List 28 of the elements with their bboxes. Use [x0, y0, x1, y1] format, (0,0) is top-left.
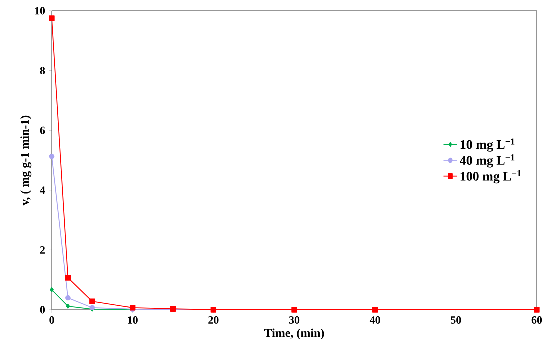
- x-tick-label: 40: [370, 316, 380, 324]
- x-tick-label: 50: [451, 316, 462, 324]
- x-tick-label: 0: [50, 316, 54, 324]
- point: [372, 307, 378, 313]
- y-tick-label: 2: [40, 246, 45, 254]
- point: [292, 307, 298, 313]
- x-tick-label: 30: [289, 316, 300, 324]
- point: [49, 154, 55, 160]
- point: [90, 298, 96, 304]
- legend-label: 40 mg L$^{−1}$: [460, 154, 515, 168]
- x-tick-label: 10: [128, 316, 138, 324]
- y-tick-label: 6: [40, 126, 46, 134]
- y-tick-label: 8: [40, 67, 46, 75]
- legend-label: 10 mg L$^{−1}$: [460, 138, 515, 152]
- x-tick-label: 20: [208, 316, 219, 324]
- y-tick-label: 10: [35, 7, 46, 15]
- y-tick-label: 4: [40, 186, 46, 194]
- point: [65, 275, 72, 281]
- y-tick-label: 0: [40, 306, 46, 314]
- y-axis-title: v, ( mg g-1 min-1): [20, 116, 32, 206]
- point: [66, 304, 70, 309]
- x-axis-title: Time, (min): [264, 328, 324, 340]
- point: [534, 307, 540, 313]
- legend-label: 100 mg L$^{−1}$: [460, 170, 522, 184]
- x-tick-label: 60: [532, 316, 542, 324]
- point: [49, 16, 55, 22]
- point: [66, 295, 71, 301]
- point: [50, 288, 54, 292]
